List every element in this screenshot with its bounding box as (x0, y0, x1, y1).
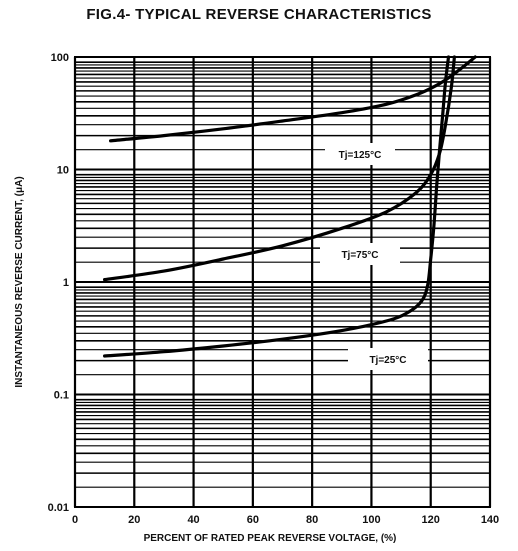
y-tick-label: 0.1 (54, 390, 69, 402)
x-tick-label: 120 (422, 514, 440, 526)
x-axis-label: PERCENT OF RATED PEAK REVERSE VOLTAGE, (… (144, 533, 397, 544)
series-label-background (325, 143, 395, 165)
x-tick-label: 0 (72, 514, 78, 526)
series-label-background (320, 243, 400, 265)
y-axis-label: INSTANTANEOUS REVERSE CURRENT, (μA) (14, 176, 25, 387)
series-label-1: Tj=75°C (341, 250, 378, 261)
x-tick-label: 100 (362, 514, 380, 526)
series-line-0 (109, 55, 477, 143)
y-axis-ticks: 0.01 0.1 1 10 100 (48, 52, 69, 514)
chart-title: FIG.4- TYPICAL REVERSE CHARACTERISTICS (86, 6, 432, 23)
series-line-2 (103, 55, 451, 358)
x-tick-label: 40 (187, 514, 199, 526)
grid (73, 57, 492, 508)
series-line-1 (103, 55, 456, 282)
x-tick-label: 80 (306, 514, 318, 526)
x-tick-label: 140 (481, 514, 499, 526)
plot-frame (74, 56, 491, 508)
series-label-0: Tj=125°C (339, 150, 382, 161)
series-labels: Tj=125°C Tj=75°C Tj=25°C (320, 143, 428, 370)
y-tick-label: 0.01 (48, 502, 69, 514)
y-tick-label: 10 (57, 165, 69, 177)
x-tick-label: 20 (128, 514, 140, 526)
y-tick-label: 100 (51, 52, 69, 64)
series-label-background (348, 348, 428, 370)
y-tick-label: 1 (63, 277, 69, 289)
x-axis-ticks: 0 20 40 60 80 100 120 140 (72, 514, 499, 526)
series-layer (103, 55, 477, 358)
series-label-2: Tj=25°C (369, 355, 406, 366)
x-tick-label: 60 (247, 514, 259, 526)
